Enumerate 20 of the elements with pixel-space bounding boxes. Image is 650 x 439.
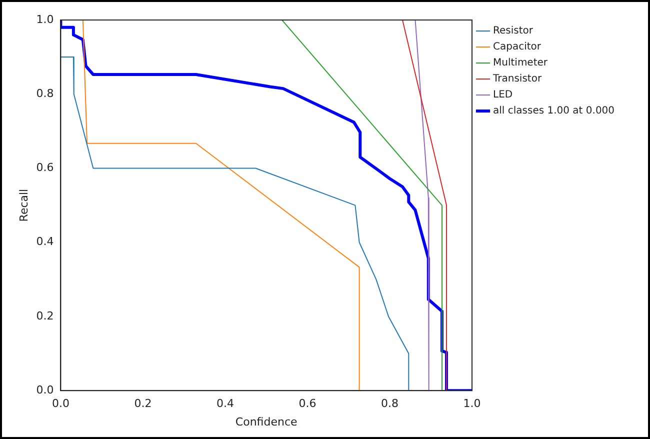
x-tick-label: 0.4 — [216, 397, 234, 410]
x-tick-label: 0.2 — [134, 397, 152, 410]
y-tick-label: 0.4 — [36, 235, 54, 248]
y-tick-label: 0.8 — [36, 86, 54, 100]
legend-label: LED — [493, 90, 513, 101]
legend-label: Transistor — [492, 74, 542, 85]
y-tick-label: 0.0 — [36, 383, 54, 396]
x-axis-title: Confidence — [235, 415, 298, 428]
y-tick-label: 0.6 — [36, 161, 54, 174]
x-tick-label: 0.6 — [298, 397, 316, 410]
y-axis-title: Recall — [17, 188, 30, 222]
x-tick-label: 1.0 — [463, 397, 481, 410]
x-tick-label: 0.8 — [380, 397, 398, 410]
legend-label: Capacitor — [493, 42, 542, 53]
y-tick-label: 0.2 — [36, 309, 54, 322]
y-tick-label: 1.0 — [36, 12, 54, 26]
legend-label: all classes 1.00 at 0.000 — [493, 106, 615, 117]
x-tick-label: 0.0 — [52, 397, 70, 410]
legend-label: Resistor — [493, 26, 534, 37]
legend-label: Multimeter — [493, 58, 548, 69]
